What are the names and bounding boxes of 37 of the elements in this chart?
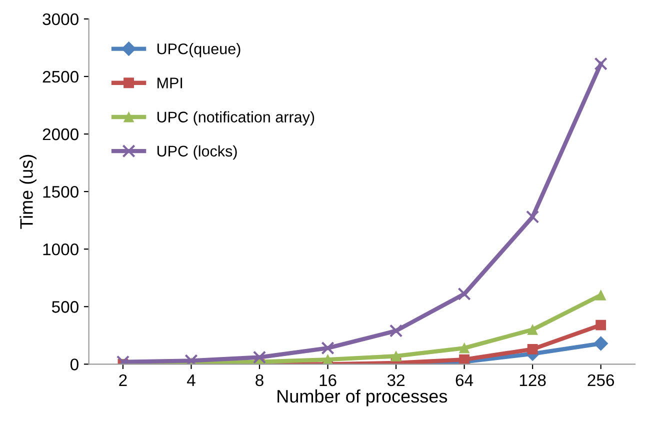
x-tick-label: 8 bbox=[256, 374, 264, 386]
x-tick-label: 32 bbox=[387, 374, 404, 386]
point bbox=[252, 350, 266, 364]
x-tick-label: 2 bbox=[119, 374, 127, 386]
point bbox=[459, 354, 470, 364]
x-tick-label: 16 bbox=[320, 374, 336, 386]
point bbox=[458, 287, 471, 301]
y-tick-label: 1500 bbox=[43, 186, 78, 198]
x-tick-label: 256 bbox=[588, 374, 614, 386]
legend-label: MPI bbox=[158, 78, 182, 88]
point bbox=[527, 324, 538, 335]
point bbox=[322, 354, 333, 364]
legend-label: UPC (locks) bbox=[157, 145, 237, 160]
y-tick-label: 2500 bbox=[42, 70, 78, 83]
point bbox=[526, 210, 540, 224]
point bbox=[527, 344, 538, 354]
point bbox=[389, 324, 403, 338]
point bbox=[459, 342, 470, 354]
x-tick-label: 4 bbox=[186, 374, 196, 386]
point bbox=[321, 341, 334, 355]
legend-label: UPC(queue) bbox=[157, 43, 240, 58]
point bbox=[594, 336, 608, 351]
y-tick-label: 500 bbox=[52, 301, 78, 313]
point bbox=[596, 320, 606, 330]
x-axis-title: Number of processes bbox=[278, 389, 448, 406]
y-tick-label: 1000 bbox=[43, 243, 78, 256]
point bbox=[390, 350, 402, 362]
point bbox=[594, 57, 608, 70]
y-tick-label: 3000 bbox=[42, 13, 78, 26]
point bbox=[184, 354, 198, 364]
x-tick-label: 64 bbox=[456, 374, 474, 386]
legend-label: UPC (notification array) bbox=[157, 111, 314, 126]
y-axis-title: Time (us) bbox=[20, 154, 36, 229]
y-tick-label: 2000 bbox=[42, 128, 78, 140]
point bbox=[596, 290, 606, 300]
x-tick-label: 128 bbox=[520, 374, 546, 386]
y-tick-label: 0 bbox=[70, 358, 78, 370]
